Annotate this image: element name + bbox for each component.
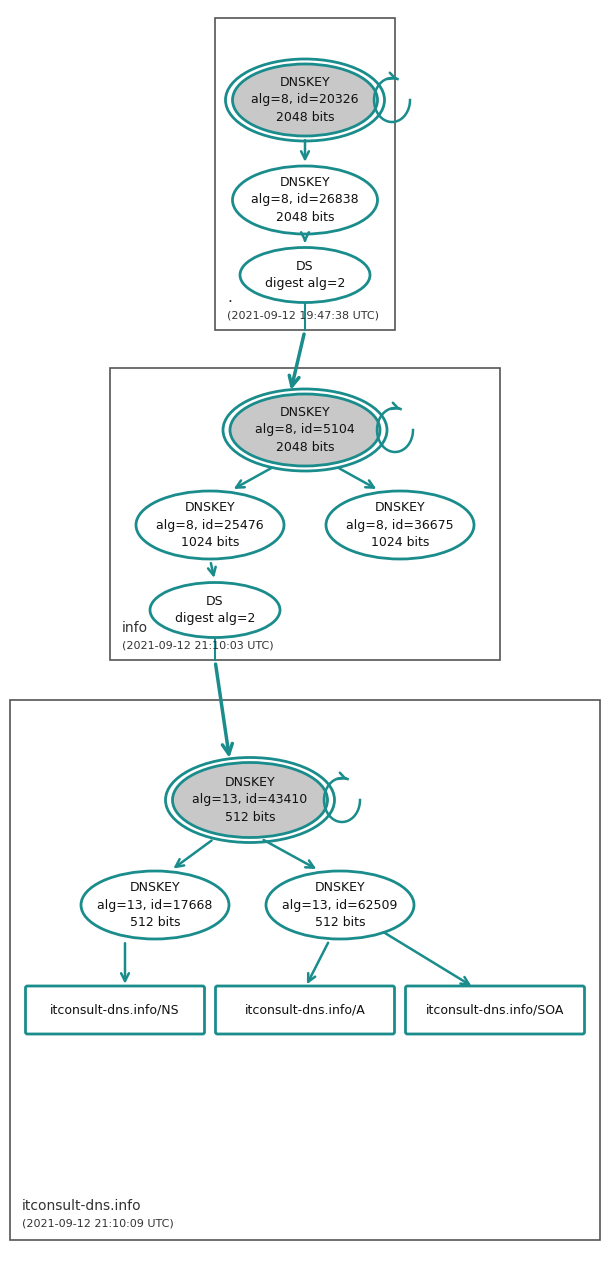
- Text: itconsult-dns.info/SOA: itconsult-dns.info/SOA: [426, 1003, 564, 1016]
- Text: .: .: [227, 290, 232, 305]
- Text: DNSKEY
alg=8, id=26838
2048 bits: DNSKEY alg=8, id=26838 2048 bits: [251, 176, 359, 224]
- Text: itconsult-dns.info: itconsult-dns.info: [22, 1199, 142, 1213]
- FancyBboxPatch shape: [216, 987, 395, 1034]
- Ellipse shape: [230, 394, 380, 466]
- Ellipse shape: [172, 763, 327, 837]
- Text: DNSKEY
alg=8, id=5104
2048 bits: DNSKEY alg=8, id=5104 2048 bits: [255, 406, 355, 454]
- Text: itconsult-dns.info/A: itconsult-dns.info/A: [244, 1003, 365, 1016]
- Text: DNSKEY
alg=8, id=25476
1024 bits: DNSKEY alg=8, id=25476 1024 bits: [156, 501, 264, 550]
- Ellipse shape: [326, 491, 474, 558]
- Bar: [110, 368, 500, 659]
- Text: (2021-09-12 19:47:38 UTC): (2021-09-12 19:47:38 UTC): [227, 311, 379, 320]
- Text: DNSKEY
alg=13, id=62509
512 bits: DNSKEY alg=13, id=62509 512 bits: [282, 881, 398, 929]
- Text: DNSKEY
alg=8, id=20326
2048 bits: DNSKEY alg=8, id=20326 2048 bits: [251, 75, 359, 124]
- Text: DNSKEY
alg=8, id=36675
1024 bits: DNSKEY alg=8, id=36675 1024 bits: [346, 501, 454, 550]
- FancyBboxPatch shape: [26, 987, 205, 1034]
- Bar: [10, 700, 600, 1240]
- Ellipse shape: [240, 248, 370, 303]
- Ellipse shape: [150, 583, 280, 638]
- Ellipse shape: [81, 872, 229, 939]
- Text: DNSKEY
alg=13, id=17668
512 bits: DNSKEY alg=13, id=17668 512 bits: [97, 881, 213, 929]
- Text: DNSKEY
alg=13, id=43410
512 bits: DNSKEY alg=13, id=43410 512 bits: [192, 776, 307, 824]
- Text: info: info: [122, 621, 148, 635]
- Ellipse shape: [136, 491, 284, 558]
- Text: itconsult-dns.info/NS: itconsult-dns.info/NS: [50, 1003, 180, 1016]
- Text: DS
digest alg=2: DS digest alg=2: [265, 259, 345, 290]
- Ellipse shape: [233, 166, 378, 234]
- Text: (2021-09-12 21:10:09 UTC): (2021-09-12 21:10:09 UTC): [22, 1218, 174, 1228]
- Text: DS
digest alg=2: DS digest alg=2: [175, 594, 255, 625]
- Bar: [215, 18, 395, 330]
- Ellipse shape: [233, 64, 378, 135]
- Text: (2021-09-12 21:10:03 UTC): (2021-09-12 21:10:03 UTC): [122, 640, 274, 651]
- FancyBboxPatch shape: [406, 987, 585, 1034]
- Ellipse shape: [266, 872, 414, 939]
